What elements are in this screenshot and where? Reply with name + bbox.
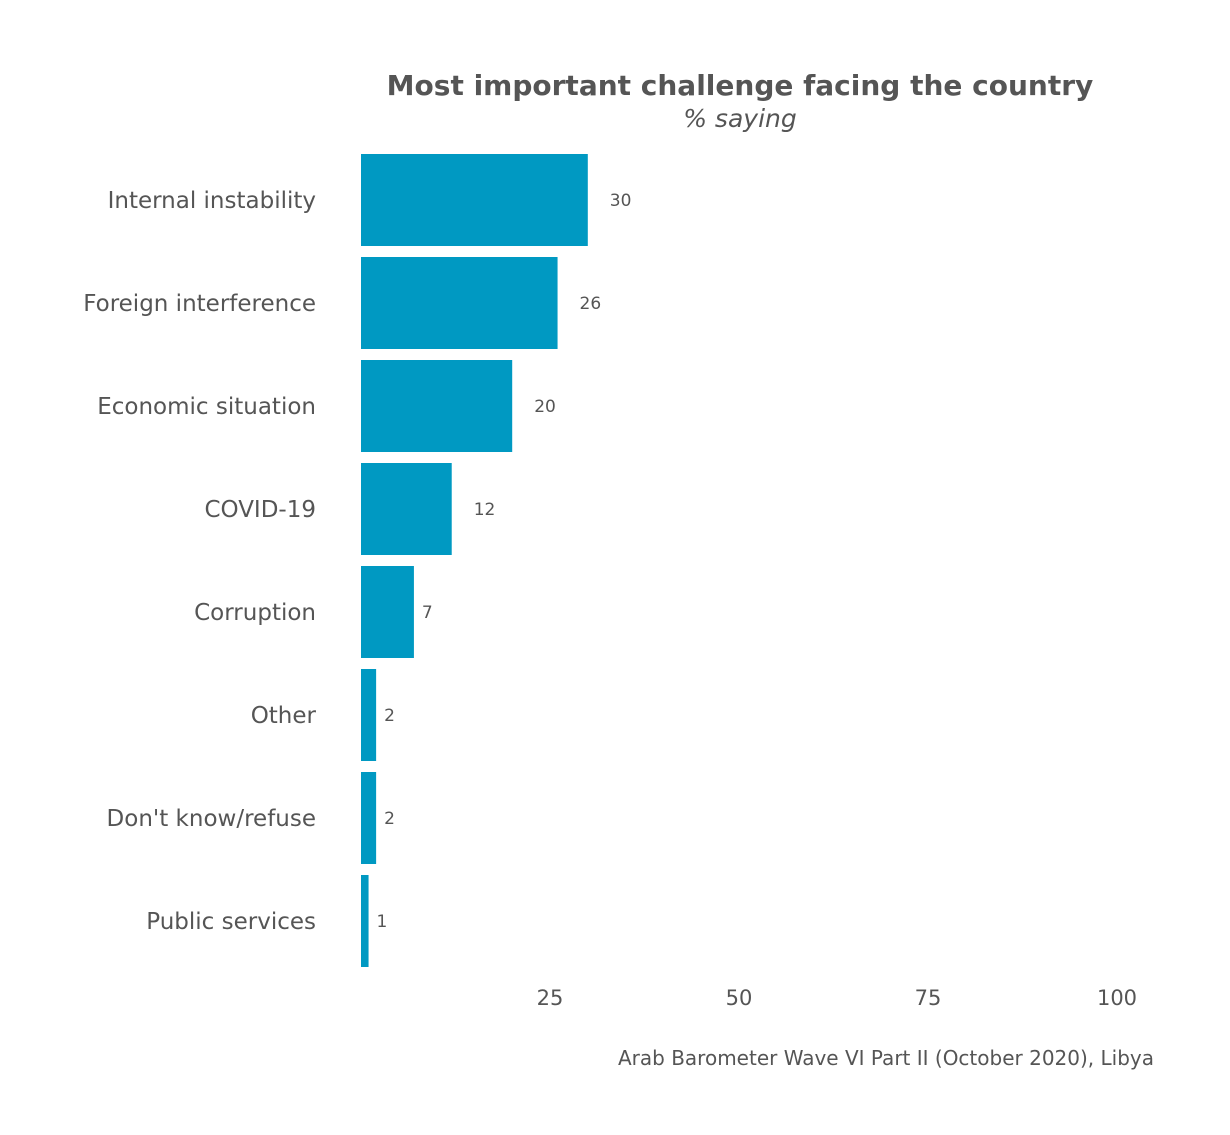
x-tick-label: 75 — [915, 986, 942, 1010]
category-label: Don't know/refuse — [107, 806, 316, 832]
bar — [361, 772, 377, 864]
bar — [361, 360, 513, 452]
category-label: Corruption — [194, 600, 316, 626]
data-labels: 30 26 20 12 7 2 2 1 — [377, 191, 632, 932]
category-label: Public services — [146, 909, 316, 935]
x-tick-label: 100 — [1097, 986, 1137, 1010]
bar-group — [361, 154, 588, 967]
category-label: Economic situation — [97, 394, 316, 420]
data-label: 2 — [384, 706, 395, 726]
source-caption: Arab Barometer Wave VI Part II (October … — [618, 1046, 1154, 1070]
category-labels: Internal instability Foreign interference… — [83, 188, 316, 935]
bar — [361, 566, 414, 658]
x-tick-label: 50 — [726, 986, 753, 1010]
data-label: 26 — [580, 294, 602, 314]
x-axis-ticks: 25 50 75 100 — [537, 986, 1137, 1010]
category-label: Internal instability — [108, 188, 316, 214]
category-label: Other — [251, 703, 317, 729]
data-label: 1 — [377, 912, 388, 932]
bar — [361, 463, 452, 555]
bar — [361, 257, 558, 349]
bar — [361, 669, 377, 761]
chart-title: Most important challenge facing the coun… — [387, 69, 1094, 102]
chart-subtitle: % saying — [683, 104, 797, 133]
bar — [361, 875, 369, 967]
category-label: COVID-19 — [204, 497, 316, 523]
data-label: 2 — [384, 809, 395, 829]
data-label: 20 — [534, 397, 556, 417]
data-label: 12 — [474, 500, 496, 520]
data-label: 30 — [610, 191, 632, 211]
x-tick-label: 25 — [537, 986, 564, 1010]
category-label: Foreign interference — [83, 291, 316, 317]
data-label: 7 — [422, 603, 433, 623]
bar — [361, 154, 588, 246]
